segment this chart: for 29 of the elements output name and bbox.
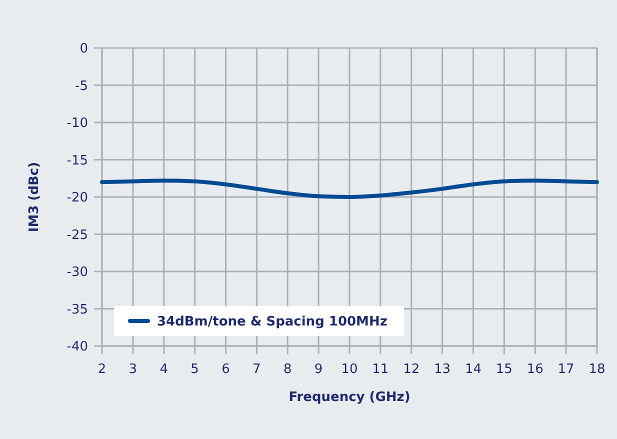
x-tick-label: 9 — [314, 362, 323, 377]
x-tick-label: 12 — [403, 362, 420, 377]
y-tick-label: -30 — [66, 265, 88, 280]
x-tick-label: 17 — [558, 362, 574, 377]
y-tick-label: 0 — [80, 42, 88, 57]
y-tick-label: -40 — [66, 340, 88, 355]
y-tick-label: -25 — [66, 228, 88, 243]
x-tick-label: 5 — [190, 362, 199, 377]
y-axis-title: IM3 (dBc) — [27, 162, 42, 232]
legend-label: 34dBm/tone & Spacing 100MHz — [157, 314, 388, 330]
y-tick-label: -15 — [66, 153, 88, 168]
x-tick-label: 15 — [496, 362, 512, 377]
x-tick-label: 8 — [283, 362, 292, 377]
x-tick-label: 10 — [341, 362, 358, 377]
x-tick-label: 4 — [160, 362, 168, 377]
x-tick-label: 2 — [98, 362, 106, 377]
x-tick-label: 11 — [372, 362, 389, 377]
y-tick-label: -35 — [66, 302, 88, 318]
x-tick-label: 3 — [128, 362, 138, 377]
x-tick-label: 18 — [588, 362, 606, 377]
x-tick-label: 14 — [464, 362, 482, 377]
x-tick-label: 7 — [252, 362, 261, 377]
y-tick-label: -20 — [66, 190, 88, 206]
y-tick-label: -5 — [75, 78, 88, 94]
y-tick-label: -10 — [66, 116, 88, 132]
x-tick-label: 6 — [222, 362, 230, 377]
x-tick-label: 13 — [434, 362, 451, 377]
x-tick-label: 16 — [526, 362, 544, 377]
x-axis-title: Frequency (GHz) — [288, 390, 410, 405]
